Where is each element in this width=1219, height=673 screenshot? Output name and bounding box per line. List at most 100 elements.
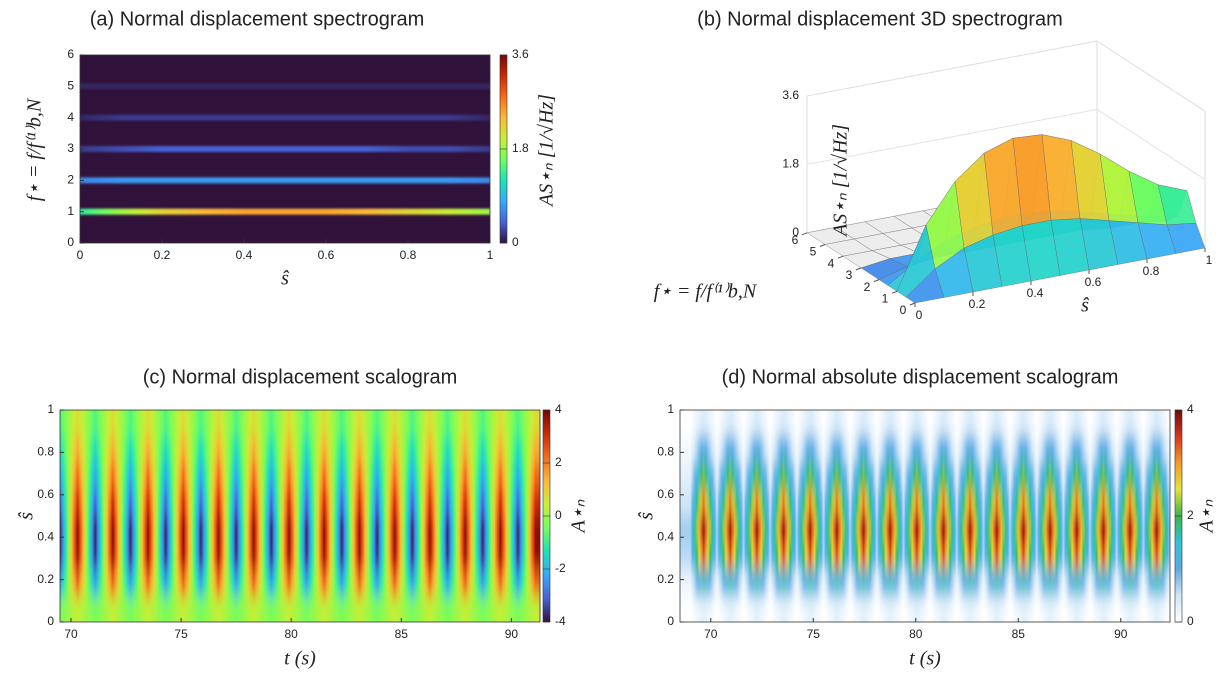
y-tick-label: 0.8: [37, 445, 54, 459]
heatmap-row: [60, 516, 540, 543]
y-tick-label: 6: [67, 47, 74, 61]
field: [680, 410, 1170, 622]
x-tick-label: 1: [487, 248, 494, 262]
y-tick: [891, 290, 898, 294]
plot-area: [680, 410, 1170, 622]
heatmap-row: [680, 410, 1170, 437]
spectral-band: [80, 208, 490, 215]
x-tick-label: 0.6: [318, 248, 335, 262]
x-tick-label: 70: [704, 627, 718, 641]
plot-area: [80, 55, 490, 243]
colorbar-tick-label: 2: [1187, 508, 1194, 522]
plot-area: [60, 410, 540, 622]
y-tick: [873, 279, 880, 283]
x-tick-label: 0.6: [1085, 275, 1102, 289]
colorbar-tick-label: -2: [555, 561, 566, 575]
heatmap-row: [680, 569, 1170, 596]
y-tick: [855, 267, 862, 271]
y-tick-label: 3: [67, 141, 74, 155]
colorbar-tick-label: 0: [512, 235, 519, 249]
x-tick-label: 85: [395, 627, 409, 641]
x-axis-label: ŝ: [1081, 295, 1089, 317]
x-tick-label: 85: [1012, 627, 1026, 641]
heatmap-row: [60, 410, 540, 437]
colorbar-tick-label: 0: [1187, 614, 1194, 628]
x-tick-label: 90: [1114, 627, 1128, 641]
surface-patch: [905, 268, 945, 304]
x-tick-label: 0.4: [236, 248, 253, 262]
z-tick-label: 3.6: [782, 88, 799, 102]
z-grid-line: [806, 40, 1206, 112]
y-tick-label: 3: [846, 268, 853, 282]
y-tick-label: 1: [67, 204, 74, 218]
heatmap-row: [680, 542, 1170, 569]
spectral-band: [80, 114, 490, 121]
plot-frame: [59, 409, 541, 623]
x-tick-label: 80: [285, 627, 299, 641]
colorbar-tick-label: 4: [555, 402, 562, 416]
colorbar-tick-label: 3.6: [512, 47, 529, 61]
heatmap-row: [60, 569, 540, 596]
x-tick-label: 90: [505, 627, 519, 641]
x-axis-label: ŝ: [281, 268, 289, 290]
heatmap-row: [680, 463, 1170, 490]
y-tick-label: 0.6: [37, 487, 54, 501]
y-tick-label: 1: [47, 402, 54, 416]
y-axis-label: ŝ: [16, 512, 38, 520]
y-tick: [819, 244, 826, 247]
x-axis-label: t (s): [284, 648, 316, 670]
spectral-band: [80, 146, 490, 152]
field: [80, 83, 490, 215]
heatmap-row: [680, 489, 1170, 516]
y-tick-label: 0.4: [37, 529, 54, 543]
z-grid-line: [806, 108, 1206, 181]
z-tick-label: 1.8: [782, 157, 799, 171]
x-tick-label: 70: [64, 627, 78, 641]
heatmap-row: [60, 463, 540, 490]
x-tick-label: 0.8: [1143, 264, 1160, 278]
y-tick-label: 6: [792, 233, 799, 247]
x-tick-label: 80: [909, 627, 923, 641]
x-tick-label: 75: [174, 627, 188, 641]
colorbar-tick-label: 4: [1187, 402, 1194, 416]
y-tick-label: 0.2: [657, 572, 674, 586]
chart-title: (c) Normal displacement scalogram: [143, 366, 458, 388]
colorbar-tick-label: 0: [555, 508, 562, 522]
heatmap-row: [60, 542, 540, 569]
y-tick-label: 0.2: [37, 572, 54, 586]
y-tick-label: 5: [810, 245, 817, 259]
y-tick: [909, 302, 916, 306]
x-tick-label: 75: [807, 627, 821, 641]
y-tick-label: 0.4: [657, 529, 674, 543]
x-tick-label: 0: [77, 248, 84, 262]
x-tick-label: 0.4: [1027, 286, 1044, 300]
y-tick-label: 0: [47, 614, 54, 628]
colorbar-label: A⋆ₙ: [1196, 499, 1218, 535]
colorbar-tick-label: -4: [555, 614, 566, 628]
colorbar-label: A⋆ₙ: [568, 499, 590, 535]
plot-frame: [679, 409, 1171, 623]
z-axis-label: AS⋆ₙ [1/√Hz]: [830, 124, 852, 238]
y-tick-label: 0.8: [657, 445, 674, 459]
colorbar-label: AS⋆ₙ [1/√Hz]: [536, 94, 558, 208]
y-tick: [801, 232, 808, 236]
y-tick-label: 2: [67, 173, 74, 187]
heatmap-row: [680, 595, 1170, 622]
heatmap-row: [680, 516, 1170, 543]
colorbar-tick-label: 2: [555, 455, 562, 469]
chart-title: (d) Normal absolute displacement scalogr…: [722, 366, 1119, 388]
x-tick-label: 0: [916, 308, 923, 322]
x-tick-label: 0.8: [400, 248, 417, 262]
x-tick-label: 0.2: [969, 297, 986, 311]
y-tick-label: 1: [882, 291, 889, 305]
colorbar-tick-label: 1.8: [512, 141, 529, 155]
x-tick-label: 1: [1206, 253, 1213, 267]
y-tick: [837, 255, 844, 259]
y-tick-label: 0: [667, 614, 674, 628]
y-tick-label: 0: [900, 303, 907, 317]
heatmap-row: [60, 436, 540, 463]
y-tick-label: 0.6: [657, 487, 674, 501]
y-tick-label: 0: [67, 235, 74, 249]
